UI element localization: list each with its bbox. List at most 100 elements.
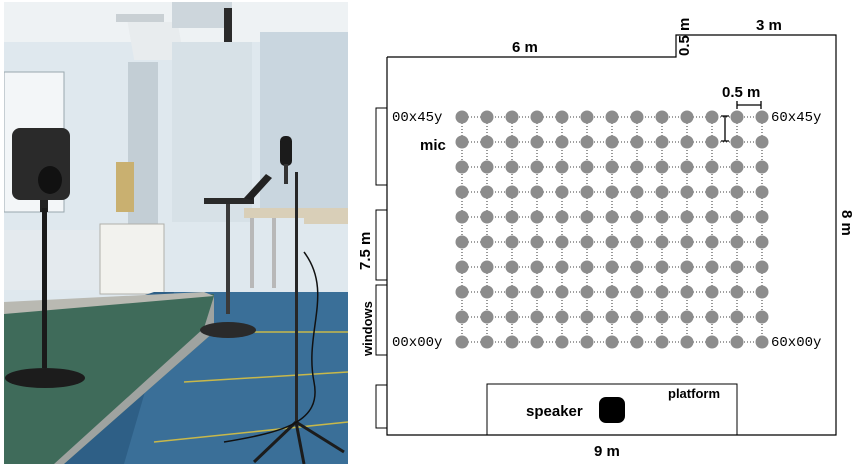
dim-right: 8 m — [838, 210, 855, 236]
platform — [486, 383, 738, 436]
grid-point — [605, 260, 619, 274]
grid-point — [730, 260, 744, 274]
grid-point — [455, 135, 469, 149]
grid-point — [605, 235, 619, 249]
room-photo — [4, 2, 348, 464]
grid-spacing-label: 0.5 m — [722, 84, 760, 101]
grid-point — [680, 110, 694, 124]
grid-point — [630, 110, 644, 124]
grid-point — [455, 110, 469, 124]
grid-point — [730, 160, 744, 174]
grid-point — [705, 185, 719, 199]
grid-point — [630, 135, 644, 149]
grid-point — [530, 210, 544, 224]
grid-point — [480, 235, 494, 249]
grid-point — [680, 310, 694, 324]
grid-point — [680, 285, 694, 299]
floor-plan: platform speaker 6 m 0.5 m 3 m 8 m 7.5 m… — [357, 17, 855, 460]
grid-point — [605, 335, 619, 349]
grid-point — [605, 285, 619, 299]
grid-point — [555, 185, 569, 199]
grid-point — [480, 185, 494, 199]
corner-label-bottom-left: 00x00y — [392, 335, 442, 351]
grid-point — [505, 235, 519, 249]
grid-point — [530, 235, 544, 249]
grid-spacing-h-bracket — [736, 101, 762, 109]
grid-point — [730, 235, 744, 249]
grid-point — [680, 235, 694, 249]
windows-label: windows — [360, 301, 375, 357]
grid-point — [705, 260, 719, 274]
grid-point — [755, 210, 769, 224]
grid-point — [555, 210, 569, 224]
grid-point — [655, 135, 669, 149]
dim-bottom: 9 m — [594, 443, 620, 460]
dim-top-left: 6 m — [512, 39, 538, 56]
grid-point — [630, 160, 644, 174]
grid-point — [555, 335, 569, 349]
grid-point — [555, 235, 569, 249]
corner-label-top-left: 00x45y — [392, 110, 442, 126]
grid-point — [580, 135, 594, 149]
grid-point — [755, 185, 769, 199]
grid-point — [480, 160, 494, 174]
room-outline — [386, 34, 837, 436]
grid-point — [705, 135, 719, 149]
grid-point — [655, 260, 669, 274]
grid-point — [480, 210, 494, 224]
grid-point — [630, 260, 644, 274]
grid-point — [655, 160, 669, 174]
grid-point — [730, 185, 744, 199]
window-bracket-4 — [375, 384, 387, 429]
grid-point — [580, 235, 594, 249]
grid-point — [480, 335, 494, 349]
grid-point — [730, 285, 744, 299]
grid-point — [580, 210, 594, 224]
grid-point — [705, 335, 719, 349]
grid-point — [455, 285, 469, 299]
grid-point — [730, 135, 744, 149]
grid-point — [655, 110, 669, 124]
grid-point — [755, 160, 769, 174]
speaker-label: speaker — [526, 403, 583, 420]
grid-point — [505, 335, 519, 349]
grid-point — [680, 260, 694, 274]
grid-point — [705, 110, 719, 124]
grid-point — [680, 135, 694, 149]
grid-point — [455, 235, 469, 249]
grid-point — [455, 335, 469, 349]
grid-point — [555, 310, 569, 324]
grid-point — [755, 135, 769, 149]
grid-point — [680, 185, 694, 199]
speaker-icon — [599, 397, 625, 423]
grid-point — [705, 160, 719, 174]
dim-notch: 0.5 m — [676, 18, 693, 56]
grid-point — [480, 285, 494, 299]
grid-point — [605, 210, 619, 224]
grid-point — [530, 335, 544, 349]
grid-point — [480, 135, 494, 149]
grid-point — [530, 260, 544, 274]
grid-point — [680, 335, 694, 349]
grid-point — [480, 110, 494, 124]
corner-label-bottom-right: 60x00y — [771, 335, 821, 351]
grid-point — [505, 260, 519, 274]
grid-point — [730, 210, 744, 224]
grid-point — [455, 260, 469, 274]
grid-point — [630, 335, 644, 349]
grid-point — [555, 285, 569, 299]
grid-point — [505, 310, 519, 324]
grid-point — [630, 235, 644, 249]
grid-point — [605, 110, 619, 124]
grid-point — [480, 310, 494, 324]
grid-point — [505, 160, 519, 174]
grid-point — [730, 110, 744, 124]
window-bracket-3 — [375, 284, 387, 356]
grid-point — [580, 310, 594, 324]
grid-point — [505, 135, 519, 149]
corner-label-top-right: 60x45y — [771, 110, 821, 126]
window-bracket-2 — [375, 209, 387, 281]
grid-point — [455, 185, 469, 199]
grid-point — [530, 160, 544, 174]
grid-point — [605, 135, 619, 149]
